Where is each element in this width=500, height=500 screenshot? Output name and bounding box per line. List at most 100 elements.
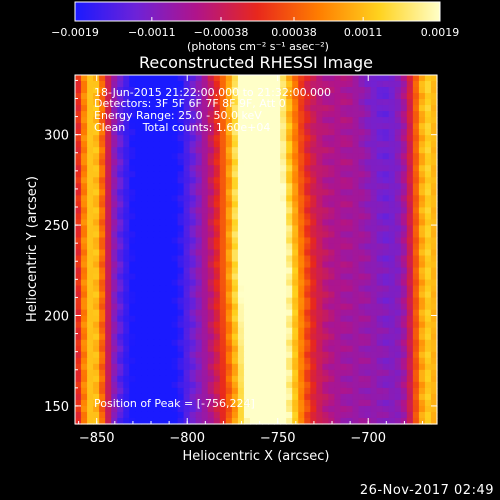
heatmap-cell — [225, 231, 233, 239]
heatmap-cell — [237, 105, 245, 112]
heatmap-cell — [165, 279, 173, 287]
heatmap-cell — [328, 243, 336, 251]
heatmap-cell — [316, 357, 323, 365]
heatmap-cell — [171, 141, 179, 148]
heatmap-cell — [286, 147, 293, 154]
heatmap-cell — [280, 189, 287, 196]
heatmap-cell — [256, 405, 263, 413]
heatmap-cell — [105, 171, 112, 178]
heatmap-cell — [183, 387, 191, 395]
heatmap-cell — [430, 261, 438, 269]
heatmap-cell — [376, 159, 384, 166]
heatmap-cell — [177, 369, 185, 377]
heatmap-cell — [171, 375, 179, 383]
heatmap-cell — [81, 291, 88, 299]
heatmap-cell — [177, 291, 185, 299]
heatmap-cell — [237, 207, 245, 214]
heatmap-cell — [298, 171, 305, 178]
heatmap-cell — [105, 141, 112, 148]
heatmap-cell — [292, 135, 299, 142]
heatmap-cell — [388, 147, 396, 154]
heatmap-cell — [352, 117, 360, 124]
heatmap-cell — [75, 321, 82, 329]
heatmap-cell — [123, 291, 130, 299]
heatmap-cell — [364, 279, 372, 287]
heatmap-cell — [105, 189, 112, 196]
heatmap-cell — [400, 261, 408, 269]
heatmap-cell — [249, 195, 257, 202]
heatmap-cell — [412, 339, 420, 347]
heatmap-cell — [171, 165, 179, 172]
heatmap-cell — [165, 105, 173, 112]
heatmap-cell — [249, 123, 257, 130]
heatmap-cell — [105, 243, 112, 251]
heatmap-cell — [262, 321, 269, 329]
heatmap-cell — [388, 279, 396, 287]
heatmap-cell — [231, 351, 239, 359]
heatmap-cell — [129, 93, 136, 100]
heatmap-cell — [81, 93, 88, 100]
heatmap-cell — [334, 351, 342, 359]
heatmap-cell — [135, 297, 142, 305]
heatmap-cell — [111, 135, 118, 142]
heatmap-cell — [93, 159, 100, 166]
heatmap-cell — [424, 237, 432, 245]
heatmap-cell — [274, 183, 281, 190]
heatmap-cell — [298, 231, 305, 239]
heatmap-cell — [177, 309, 185, 317]
heatmap-cell — [274, 321, 281, 329]
heatmap-cell — [225, 93, 233, 100]
heatmap-cell — [201, 303, 209, 311]
heatmap-cell — [81, 225, 88, 233]
heatmap-cell — [322, 189, 329, 196]
heatmap-cell — [424, 327, 432, 335]
heatmap-cell — [424, 393, 432, 401]
heatmap-cell — [123, 267, 130, 275]
heatmap-cell — [322, 321, 329, 329]
heatmap-cell — [418, 105, 426, 112]
heatmap-cell — [418, 411, 426, 419]
heatmap-cell — [358, 381, 366, 389]
heatmap-cell — [171, 177, 179, 184]
heatmap-cell — [268, 393, 275, 401]
heatmap-cell — [183, 135, 191, 142]
heatmap-cell — [75, 375, 82, 383]
heatmap-cell — [322, 333, 329, 341]
heatmap-cell — [111, 405, 118, 413]
heatmap-cell — [81, 351, 88, 359]
heatmap-cell — [394, 285, 402, 293]
heatmap-cell — [147, 261, 155, 269]
heatmap-cell — [195, 225, 203, 233]
heatmap-cell — [225, 315, 233, 323]
heatmap-cell — [141, 213, 148, 221]
heatmap-cell — [99, 345, 106, 353]
heatmap-cell — [105, 177, 112, 184]
heatmap-cell — [207, 351, 215, 359]
heatmap-cell — [370, 207, 378, 214]
heatmap-cell — [394, 171, 402, 178]
heatmap-cell — [406, 309, 414, 317]
heatmap-cell — [117, 129, 124, 136]
heatmap-cell — [141, 231, 148, 239]
heatmap-cell — [274, 261, 281, 269]
annotation-time: 18-Jun-2015 21:22:00.000 to 21:32:00.000 — [94, 86, 331, 99]
heatmap-cell — [268, 195, 275, 202]
heatmap-cell — [135, 357, 142, 365]
heatmap-cell — [75, 165, 82, 172]
heatmap-cell — [237, 375, 245, 383]
heatmap-cell — [292, 327, 299, 335]
heatmap-cell — [177, 321, 185, 329]
heatmap-cell — [262, 105, 269, 112]
heatmap-cell — [400, 237, 408, 245]
heatmap-cell — [256, 267, 263, 275]
heatmap-cell — [262, 189, 269, 196]
heatmap-cell — [207, 105, 215, 112]
heatmap-cell — [364, 369, 372, 377]
heatmap-cell — [334, 153, 342, 160]
heatmap-cell — [418, 375, 426, 383]
heatmap-cell — [87, 207, 94, 214]
heatmap-cell — [256, 123, 263, 130]
heatmap-cell — [75, 405, 82, 413]
heatmap-cell — [388, 201, 396, 208]
heatmap-cell — [316, 411, 323, 419]
